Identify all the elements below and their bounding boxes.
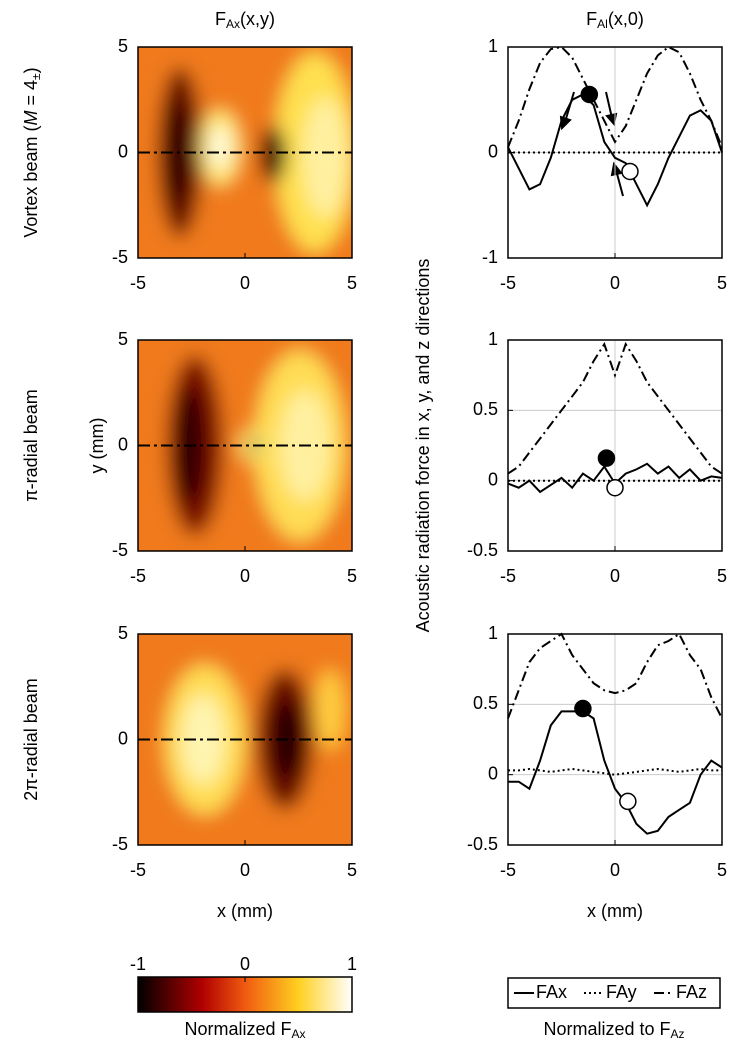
line-series [507,93,723,208]
y-tick-label: -5 [112,540,128,560]
x-tick-label: 5 [717,566,727,586]
y-tick-label: 0 [488,763,498,783]
y-tick-label: -0.5 [467,540,498,560]
row-label-part: M [21,111,41,126]
column-title-part: F [215,9,226,29]
row-label: π-radial beam [21,389,41,501]
y-axis-label: Acoustic radiation force in x, y, and z … [413,259,433,633]
y-tick-label: 0.5 [473,693,498,713]
row-label: 2π-radial beam [21,678,41,800]
x-tick-label: -5 [130,566,146,586]
line-series [507,45,723,148]
row-label-part: Vortex beam ( [21,126,41,238]
x-axis-label: x (mm) [217,901,273,921]
legend-label: FAx [536,982,567,1002]
y-tick-label: 0 [488,141,498,161]
line-series [507,632,723,719]
column-title-part: Al [597,17,608,31]
legend-caption-part: Az [671,1027,685,1041]
colorbar-label-part: Ax [292,1027,306,1041]
heatmap-blob [303,97,347,218]
row-label-part: ) [21,67,41,73]
x-tick-label: 5 [347,860,357,880]
legend-caption-part: Normalized to F [543,1019,670,1039]
heatmap-blob [260,126,286,183]
y-tick-label: 5 [118,329,128,349]
column-title: FAl(x,0) [586,9,644,31]
row-label-part: π-radial beam [21,389,41,501]
x-tick-label: 5 [717,860,727,880]
x-tick-label: -5 [130,273,146,293]
filled-marker [580,85,599,104]
line-series [507,341,723,475]
y-tick-label: -5 [112,247,128,267]
arrows [559,91,624,197]
column-title-part: (x,0) [608,9,644,29]
heatmap-field [138,634,352,845]
y-tick-label: 0 [118,728,128,748]
colorbar [137,976,353,1013]
row-label-part: = 4 [21,80,41,111]
row-label-part: ± [29,73,43,80]
heatmap-blob [210,125,230,170]
y-tick-label: 5 [118,36,128,56]
y-tick-label: 1 [488,36,498,56]
heatmap-blob [315,669,345,750]
x-tick-label: 0 [610,273,620,293]
colorbar-label-part: Normalized F [184,1019,291,1039]
x-tick-label: 0 [240,860,250,880]
line-series [508,710,723,835]
colorbar-tick-label: 1 [347,954,357,974]
column-title-part: (x,y) [240,9,275,29]
open-marker [619,792,637,811]
y-tick-label: -1 [482,247,498,267]
heatmap-field [138,47,352,258]
filled-marker [597,449,616,467]
x-tick-label: 0 [240,566,250,586]
legend-box [507,977,721,1009]
x-tick-label: -5 [500,273,516,293]
heatmap [138,47,352,258]
y-tick-label: 1 [488,329,498,349]
row-label: Vortex beam (M = 4±) [21,67,43,237]
x-tick-label: 0 [240,273,250,293]
filled-marker [574,699,592,718]
x-tick-label: 5 [347,566,357,586]
y-tick-label: 1 [488,623,498,643]
y-tick-label: -5 [112,834,128,854]
y-axis-label: y (mm) [87,418,107,474]
y-tick-label: 0.5 [473,399,498,419]
line-series [508,767,722,776]
colorbar-tick-label: -1 [130,954,146,974]
x-tick-label: -5 [500,860,516,880]
open-marker [606,478,624,497]
heatmap [138,634,352,845]
heatmap-blob [138,47,352,258]
y-tick-label: 0 [118,434,128,454]
column-title: FAx(x,y) [215,9,275,31]
x-tick-label: 5 [717,273,727,293]
colorbar-label: Normalized FAx [184,1019,305,1041]
column-title-part: F [586,9,597,29]
x-tick-label: -5 [500,566,516,586]
x-tick-label: 5 [347,273,357,293]
y-tick-label: 0 [488,469,498,489]
column-title-part: Ax [226,17,240,31]
legend-label: FAz [676,982,707,1002]
legend-caption: Normalized to FAz [543,1019,684,1041]
x-tick-label: 0 [610,860,620,880]
y-tick-label: 5 [118,623,128,643]
y-tick-label: -0.5 [467,834,498,854]
x-tick-label: 0 [610,566,620,586]
x-tick-label: -5 [130,860,146,880]
x-axis-label: x (mm) [587,901,643,921]
y-tick-label: 0 [118,141,128,161]
row-label-part: 2π-radial beam [21,678,41,800]
legend-label: FAy [606,982,637,1002]
open-marker [621,162,639,181]
colorbar-tick-label: 0 [240,954,250,974]
